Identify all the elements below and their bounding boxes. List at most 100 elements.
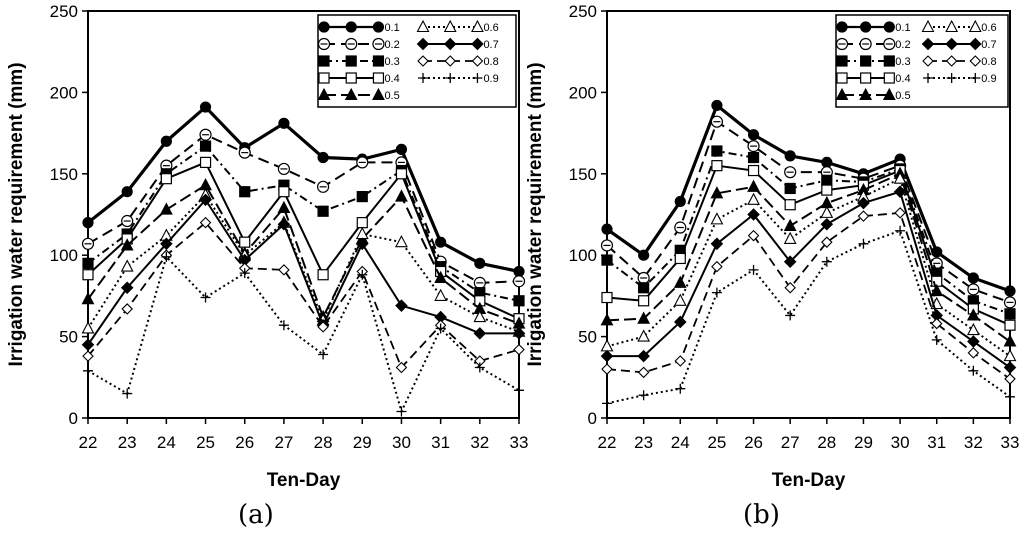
data-point-0.9 [83,365,93,376]
data-point-0.1 [747,129,760,141]
data-point-0.8 [1004,373,1016,385]
data-point-0.4 [395,168,408,180]
series-line-0.3 [606,149,1011,315]
series-0.4 [82,156,525,325]
data-point-0.8 [395,361,408,374]
legend-item-0.8: 0.8 [922,55,997,68]
data-point-0.8 [278,264,290,276]
data-point-0.7 [81,338,95,352]
data-point-0.8 [747,229,760,242]
data-point-0.7 [893,185,907,198]
legend-item-0.5: 0.5 [835,87,911,102]
data-point-0.6 [710,212,724,225]
series-line-0.3 [87,144,520,302]
legend-marker [471,55,484,67]
data-point-0.9 [675,383,686,394]
series-line-0.6 [606,177,1011,357]
data-point-0.1 [395,143,408,155]
x-tick-label: 25 [707,433,726,452]
data-point-0.1 [784,150,796,162]
data-point-0.1 [199,101,212,113]
y-tick-label: 0 [588,409,597,428]
x-tick-label: 31 [431,433,450,452]
series-0.9 [83,251,524,417]
y-tick-label: 150 [569,165,597,184]
data-point-0.7 [395,299,408,312]
data-point-0.5 [120,238,134,251]
data-point-0.7 [473,327,487,340]
data-point-0.7 [710,237,724,251]
chart-a: 0 50 100 150 200 250 22 23 24 25 26 27 28 29 30 31 32 33 T… [6,2,528,491]
data-point-0.3 [239,186,251,198]
data-point-0.9 [122,388,133,399]
y-tick-label: 50 [578,328,597,347]
data-point-0.8 [513,343,525,356]
data-point-0.6 [783,231,797,244]
data-point-0.7 [355,237,369,251]
data-point-0.3 [747,151,760,164]
data-point-0.9 [396,406,407,417]
legend-marker [921,37,935,51]
data-point-0.9 [435,323,446,334]
series-0.9 [602,225,1015,409]
legend-marker [969,55,982,67]
series-0.7 [600,185,1017,374]
data-point-0.6 [473,309,487,323]
data-point-0.9 [895,225,906,236]
data-point-0.9 [200,292,211,303]
legend-marker [372,21,385,33]
data-point-0.1 [513,265,525,278]
data-point-0.8 [857,210,870,222]
data-point-0.1 [674,195,686,208]
data-point-0.7 [277,217,291,231]
data-point-0.1 [474,257,486,269]
data-point-0.5 [673,275,687,288]
y-tick-label: 200 [569,83,597,102]
data-point-0.1 [1004,285,1016,297]
data-point-0.8 [894,207,906,219]
legend-label: 0.7 [483,39,498,51]
legend-label: 0.3 [384,56,399,68]
data-point-0.4 [199,156,212,169]
legend-marker [836,72,848,84]
x-axis-title: Ten-Day [772,470,846,491]
legend-marker [318,72,330,84]
data-point-0.7 [967,335,980,348]
legend-item-0.6: 0.6 [416,19,499,34]
legend-marker [443,37,457,51]
data-point-0.3 [601,254,613,266]
legend-marker [417,55,429,67]
series-0.8 [601,207,1016,385]
data-point-0.1 [278,117,290,129]
x-tick-label: 25 [196,433,215,452]
data-point-0.1 [821,156,833,169]
data-point-0.5 [966,308,980,321]
legend-marker [945,37,958,51]
series-0.5 [81,178,526,329]
legend-marker [318,21,330,33]
legend-label: 0.8 [981,56,996,68]
data-point-0.3 [821,174,833,186]
legend-marker [345,72,357,84]
legend-marker [416,37,430,51]
data-point-0.6 [966,322,980,336]
legend-marker [835,87,849,101]
legend-marker [883,72,895,84]
y-tick-label: 0 [69,409,78,428]
legend-label: 0.4 [384,73,399,85]
data-point-0.8 [317,321,329,333]
legend-marker [945,19,959,33]
y-tick-label: 250 [569,2,597,21]
data-point-0.1 [711,99,723,112]
data-point-0.5 [159,202,173,215]
data-point-0.7 [783,255,797,268]
series-0.8 [82,216,525,374]
legend-marker [444,55,457,67]
data-point-0.4 [747,164,760,177]
x-tick-label: 30 [392,433,411,452]
legend-label: 0.1 [895,22,910,34]
legend-item-0.4: 0.4 [318,72,400,85]
data-point-0.5 [81,291,95,305]
data-point-0.4 [278,186,290,198]
